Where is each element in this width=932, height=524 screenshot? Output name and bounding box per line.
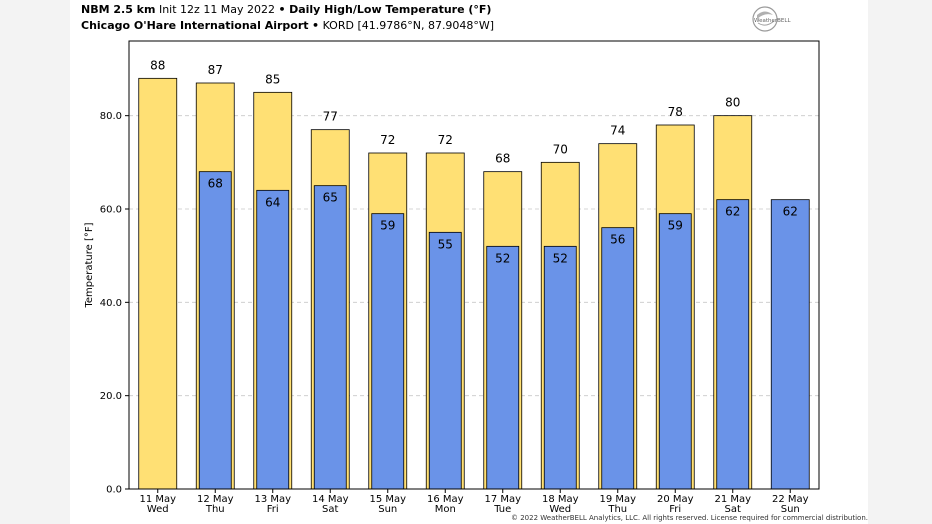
logo-text: WeatherBELL bbox=[754, 18, 791, 24]
low-temp-label: 62 bbox=[725, 205, 740, 219]
x-tick-label-date: 13 May bbox=[254, 494, 291, 505]
low-temp-bar bbox=[716, 199, 750, 490]
y-tick-label: 0.0 bbox=[106, 485, 122, 496]
high-temp-label: 80 bbox=[725, 96, 740, 110]
x-tick-label-date: 12 May bbox=[197, 494, 234, 505]
plot-area-border bbox=[128, 40, 820, 490]
low-temp-label: 65 bbox=[323, 191, 338, 205]
low-temp-label: 52 bbox=[553, 251, 568, 265]
x-tick-label-date: 14 May bbox=[312, 494, 349, 505]
x-tick-label-day: Sat bbox=[725, 504, 741, 515]
x-tick-label-day: Sat bbox=[322, 504, 338, 515]
high-temp-label: 77 bbox=[323, 110, 338, 124]
x-tick-label-date: 16 May bbox=[427, 494, 464, 505]
low-temp-bar bbox=[486, 245, 520, 490]
high-temp-label: 72 bbox=[438, 133, 453, 147]
x-tick-label-day: Mon bbox=[435, 504, 456, 515]
x-tick-label-date: 22 May bbox=[772, 494, 809, 505]
low-temp-label: 55 bbox=[438, 237, 453, 251]
low-temp-bar bbox=[601, 227, 635, 490]
x-tick-label-day: Fri bbox=[267, 504, 279, 515]
low-temp-label: 68 bbox=[208, 177, 223, 191]
high-temp-label: 87 bbox=[208, 63, 223, 77]
y-tick-label: 40.0 bbox=[100, 298, 122, 309]
high-temp-label: 72 bbox=[380, 133, 395, 147]
low-temp-label: 52 bbox=[495, 251, 510, 265]
x-tick-label-day: Thu bbox=[607, 504, 627, 515]
y-axis-label: Temperature [°F] bbox=[84, 222, 95, 308]
station-coordinates: KORD [41.9786°N, 87.9048°W] bbox=[322, 19, 495, 32]
low-temp-bar bbox=[371, 213, 405, 490]
x-tick-label-day: Wed bbox=[147, 504, 169, 515]
x-tick-label-date: 18 May bbox=[542, 494, 579, 505]
weatherbell-logo: WeatherBELL bbox=[752, 6, 791, 32]
high-temp-bar bbox=[138, 77, 178, 490]
low-temp-label: 59 bbox=[668, 219, 683, 233]
y-tick-label: 60.0 bbox=[100, 205, 122, 216]
station-name: Chicago O'Hare International Airport bbox=[81, 19, 309, 32]
x-tick-label-date: 15 May bbox=[369, 494, 406, 505]
y-axis: 0.0 20.0 40.0 60.0 80.0 bbox=[100, 111, 129, 496]
high-temp-label: 78 bbox=[668, 105, 683, 119]
model-name: NBM 2.5 km bbox=[81, 3, 156, 16]
low-temp-bar bbox=[428, 231, 462, 490]
low-temp-label: 59 bbox=[380, 219, 395, 233]
x-tick-label-day: Sun bbox=[781, 504, 800, 515]
value-labels-layer: 88 87 68 85 64 77 65 72 59 72 55 68 52 70 52 74 56 78 59 80… bbox=[150, 58, 798, 265]
copyright-notice: © 2022 WeatherBELL Analytics, LLC. All r… bbox=[511, 514, 868, 522]
x-tick-label-day: Sun bbox=[378, 504, 397, 515]
high-temp-label: 85 bbox=[265, 72, 280, 86]
x-tick-label-date: 19 May bbox=[599, 494, 636, 505]
init-time: Init 12z 11 May 2022 bbox=[158, 3, 276, 16]
low-temp-label: 64 bbox=[265, 195, 280, 209]
low-temp-bar bbox=[313, 185, 347, 490]
high-temp-label: 74 bbox=[610, 124, 625, 138]
low-temp-label: 62 bbox=[783, 205, 798, 219]
low-temp-bar bbox=[658, 213, 692, 490]
x-tick-label-date: 20 May bbox=[657, 494, 694, 505]
high-temp-label: 70 bbox=[553, 142, 568, 156]
high-temp-label: 68 bbox=[495, 152, 510, 166]
high-temp-label: 88 bbox=[150, 58, 165, 72]
x-tick-label-day: Wed bbox=[549, 504, 571, 515]
x-tick-label-date: 21 May bbox=[714, 494, 751, 505]
grid-layer bbox=[129, 115, 819, 397]
bullet-separator: • bbox=[278, 3, 286, 16]
low-temp-bar bbox=[770, 199, 810, 490]
x-tick-label-day: Tue bbox=[493, 504, 511, 515]
bullet-separator: • bbox=[312, 19, 320, 32]
header-line-2: Chicago O'Hare International Airport • K… bbox=[81, 18, 494, 34]
header-line-1: NBM 2.5 km Init 12z 11 May 2022 • Daily … bbox=[81, 2, 494, 18]
x-tick-label-day: Thu bbox=[205, 504, 225, 515]
y-tick-label: 80.0 bbox=[100, 111, 122, 122]
chart-title: Daily High/Low Temperature (°F) bbox=[289, 3, 492, 16]
y-tick-label: 20.0 bbox=[100, 391, 122, 402]
x-tick-label-date: 11 May bbox=[139, 494, 176, 505]
low-temp-bar bbox=[543, 245, 577, 490]
x-tick-label-date: 17 May bbox=[484, 494, 521, 505]
bars-layer bbox=[138, 77, 810, 490]
chart-header: NBM 2.5 km Init 12z 11 May 2022 • Daily … bbox=[81, 2, 494, 34]
low-temp-label: 56 bbox=[610, 233, 625, 247]
low-temp-bar bbox=[198, 171, 232, 490]
low-temp-bar bbox=[256, 189, 290, 490]
x-tick-label-day: Fri bbox=[669, 504, 681, 515]
